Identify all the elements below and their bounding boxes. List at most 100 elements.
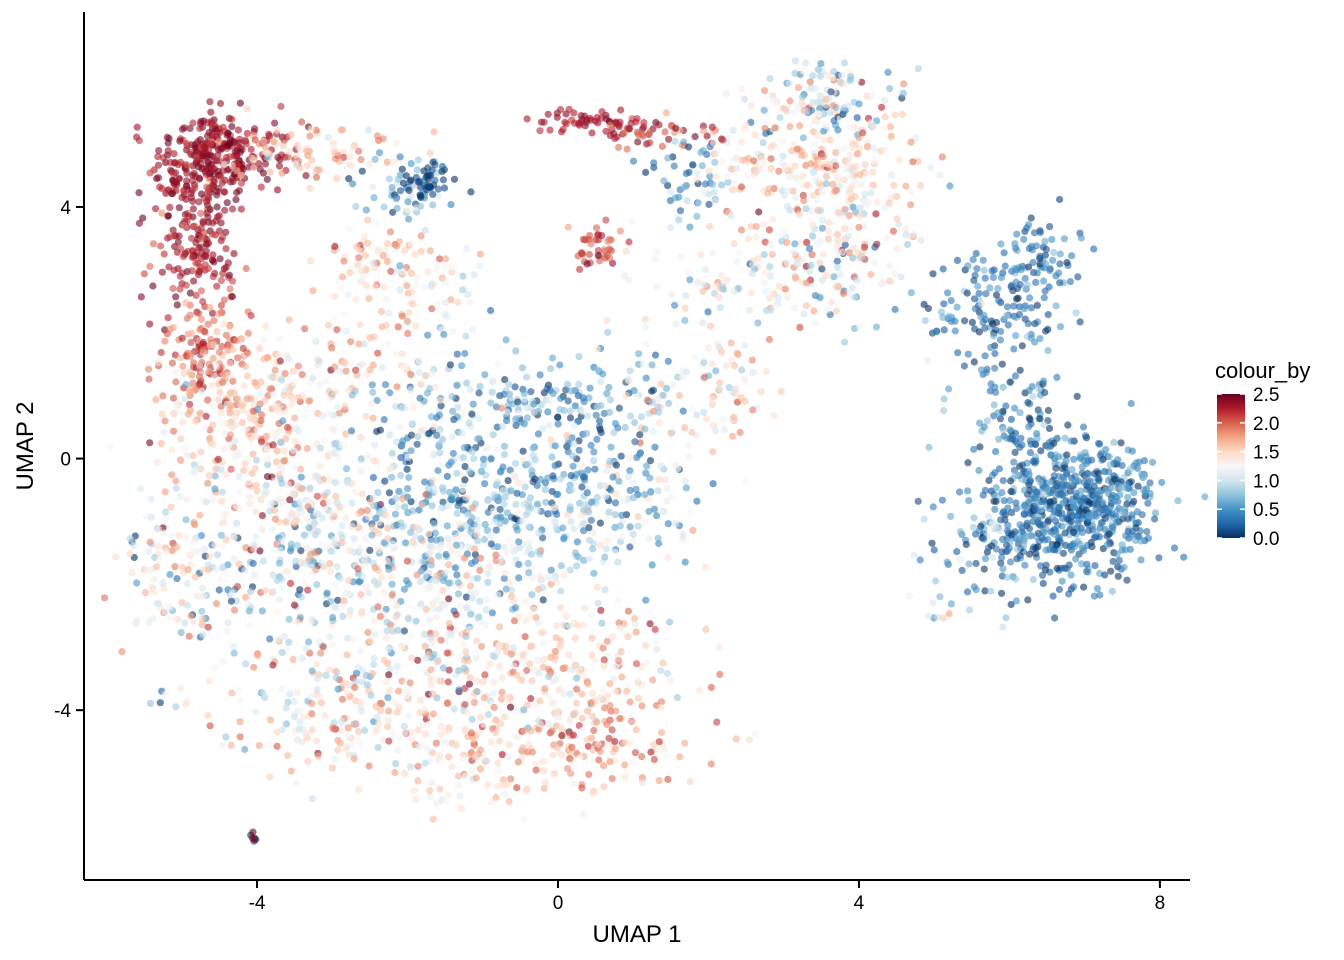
data-point [443,649,451,657]
data-point [227,431,235,439]
data-point [712,149,720,157]
data-point [174,238,182,246]
data-point [437,636,445,644]
data-point [593,345,601,353]
data-point [473,637,481,645]
data-point [1004,321,1012,329]
data-point [689,161,697,169]
data-point [215,137,223,146]
data-point [430,520,438,528]
data-point [645,535,653,543]
data-point [437,518,445,526]
data-point [526,611,534,619]
data-point [1068,252,1076,260]
data-point [412,796,420,804]
data-point [481,520,489,529]
data-point [197,532,205,540]
data-point [448,392,456,400]
data-point [1080,494,1088,502]
data-point [641,490,649,499]
data-point [149,614,157,623]
data-point [999,535,1007,544]
data-point [442,396,450,404]
data-point [446,488,454,496]
data-point [650,505,659,513]
data-point [1111,497,1119,505]
data-point [381,393,389,401]
data-point [1055,585,1063,594]
data-point [167,503,175,511]
data-point [693,411,701,419]
data-point [615,477,623,485]
data-point [629,157,638,165]
data-point [1040,421,1048,429]
data-point [580,398,588,406]
data-point [461,684,469,693]
data-point [662,384,671,392]
data-point [1133,508,1142,516]
data-point [252,533,260,541]
data-point [494,768,502,776]
data-point [1017,434,1025,442]
data-point [217,465,225,474]
data-point [503,694,511,702]
data-point [436,504,444,512]
data-point [363,452,371,460]
data-point [1108,522,1116,530]
data-point [227,597,235,605]
data-point [386,465,394,473]
data-point [328,764,336,772]
data-point [219,563,227,572]
data-point [213,551,222,559]
data-point [204,561,212,569]
data-point [305,638,313,646]
data-point [355,246,363,254]
data-point [417,600,425,608]
data-point [1106,461,1114,469]
data-point [783,187,792,195]
data-point [606,131,615,139]
data-point [998,554,1006,562]
data-point [996,336,1005,344]
data-point [137,293,145,301]
data-point [655,121,663,129]
data-point [620,129,628,137]
data-point [343,479,351,487]
data-point [400,627,408,635]
data-point [379,736,387,744]
data-point [435,605,443,613]
data-point [250,545,258,553]
data-point [372,457,380,466]
data-point [564,380,572,388]
data-point [180,124,188,132]
data-point [280,447,288,455]
data-point [846,151,854,159]
data-point [849,143,857,152]
data-point [183,451,191,459]
data-point [791,274,800,282]
data-point [410,787,418,795]
data-point [427,666,435,674]
data-point [846,184,855,192]
data-point [337,283,345,291]
data-point [147,495,155,503]
data-point [326,633,334,641]
data-point [174,615,182,623]
data-point [297,485,306,493]
data-point [582,501,590,509]
data-point [162,515,170,523]
data-point [591,465,599,473]
data-point [172,403,181,411]
data-point [751,730,759,738]
data-point [626,543,634,551]
data-point [813,196,821,204]
data-point [545,693,553,701]
data-point [623,687,631,695]
data-point [454,502,462,510]
data-point [338,603,346,611]
data-point [534,430,543,438]
data-point [898,110,907,119]
data-point [433,263,441,271]
data-point [887,132,895,140]
data-point [285,570,293,578]
